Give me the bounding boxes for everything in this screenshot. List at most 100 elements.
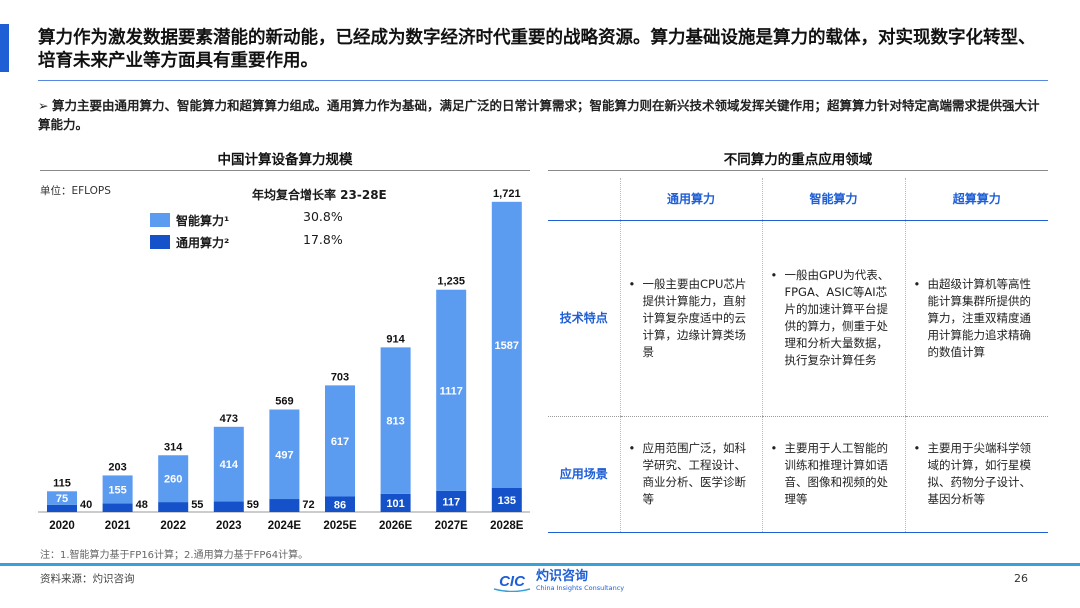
- header-accent-bar: [0, 24, 9, 72]
- cic-logo-icon: CIC: [493, 573, 531, 592]
- table-corner: [548, 178, 620, 221]
- cell-tech-intelligent: 一般由GPU为代表、FPGA、ASIC等AI芯片的加速计算平台提供的算力，侧重于…: [761, 220, 905, 417]
- bar-intelligent: [213, 426, 244, 502]
- cagr-intelligent: 30.8%: [303, 209, 343, 224]
- x-tick-label: 2028E: [490, 520, 524, 532]
- total-label: 473: [220, 413, 238, 425]
- cell-text: 主要用于尖端科学领域的计算，如行星模拟、药物分子设计、基因分析等: [912, 440, 1043, 508]
- row-header-tech-features: 技术特点: [548, 220, 620, 417]
- value-label-intelligent: 497: [275, 449, 293, 461]
- stacked-bar-chart: 115 40 75 2020 203 48 155 2021 314 55 260 2022 473 59…: [38, 188, 530, 532]
- bar-general: [491, 487, 522, 512]
- value-label-intelligent: 1117: [440, 385, 463, 397]
- bar-general: [269, 499, 300, 512]
- page-number: 26: [1014, 572, 1028, 585]
- page-title: 算力作为激发数据要素潜能的新动能，已经成为数字经济时代重要的战略资源。算力基础设…: [38, 28, 1036, 71]
- total-label: 115: [53, 477, 71, 489]
- bar-intelligent: [269, 409, 300, 500]
- x-tick-label: 2023: [216, 520, 242, 532]
- table-title-divider: [548, 170, 1048, 171]
- bar-intelligent: [491, 201, 522, 488]
- table-row-tech-features: 技术特点 一般主要由CPU芯片提供计算能力，直射计算复杂度适中的云计算，边缘计算…: [548, 220, 1048, 417]
- total-label: 569: [275, 396, 293, 408]
- value-label-intelligent: 1587: [495, 340, 519, 352]
- source-note: 资料来源：灼识咨询: [40, 573, 135, 585]
- value-label-intelligent: 414: [220, 459, 239, 471]
- cell-app-intelligent: 主要用于人工智能的训练和推理计算如语音、图像和视频的处理等: [761, 416, 905, 532]
- value-label-intelligent: 617: [331, 436, 349, 448]
- bar-intelligent: [380, 347, 411, 494]
- header-divider: [38, 80, 1048, 81]
- cell-text: 主要用于人工智能的训练和推理计算如语音、图像和视频的处理等: [769, 440, 899, 508]
- bar-intelligent: [47, 491, 77, 505]
- summary-bullet: ➢ 算力主要由通用算力、智能算力和超算算力组成。通用算力作为基础，满足广泛的日常计…: [38, 96, 1048, 134]
- bar-intelligent: [158, 455, 189, 503]
- arrow-bullet-icon: ➢: [38, 98, 49, 113]
- bar-intelligent: [102, 475, 133, 504]
- svg-text:CIC: CIC: [499, 573, 526, 590]
- footer-divider: [0, 563, 1080, 566]
- total-label: 914: [386, 333, 405, 345]
- bar-general: [436, 490, 467, 512]
- summary-text: 算力主要由通用算力、智能算力和超算算力组成。通用算力作为基础，满足广泛的日常计算…: [38, 98, 1040, 132]
- chart-title: 中国计算设备算力规模: [217, 152, 353, 168]
- logo-text-en: China Insights Consultancy: [536, 584, 625, 592]
- cell-text: 一般由GPU为代表、FPGA、ASIC等AI芯片的加速计算平台提供的算力，侧重于…: [769, 267, 899, 369]
- unit-label: 单位：EFLOPS: [40, 185, 111, 197]
- bar-general: [380, 493, 411, 512]
- column-header-supercomputing: 超算算力: [904, 178, 1048, 221]
- table-row-applications: 应用场景 应用范围广泛，如科学研究、工程设计、商业分析、医学诊断等 主要用于人工…: [548, 416, 1048, 532]
- legend-label-general: 通用算力²: [176, 235, 230, 250]
- logo-text-cn: 灼识咨询: [536, 569, 589, 584]
- value-label-general: 48: [136, 499, 148, 511]
- bar-general: [213, 501, 244, 512]
- cell-app-general: 应用范围广泛，如科学研究、工程设计、商业分析、医学诊断等: [619, 416, 762, 532]
- bar-general: [158, 502, 189, 512]
- legend-swatch-general: [150, 235, 170, 249]
- value-label-general: 55: [191, 499, 203, 511]
- cell-text: 一般主要由CPU芯片提供计算能力，直射计算复杂度适中的云计算，边缘计算类场景: [627, 276, 756, 361]
- x-tick-label: 2021: [105, 520, 131, 532]
- column-header-intelligent: 智能算力: [761, 178, 905, 221]
- cagr-general: 17.8%: [303, 232, 343, 247]
- total-label: 1,721: [493, 188, 521, 200]
- cell-tech-general: 一般主要由CPU芯片提供计算能力，直射计算复杂度适中的云计算，边缘计算类场景: [619, 220, 762, 417]
- column-header-general: 通用算力: [619, 178, 762, 221]
- bar-general: [102, 503, 133, 512]
- x-tick-label: 2025E: [323, 520, 357, 532]
- bar-general: [325, 496, 355, 512]
- application-table: 通用算力 智能算力 超算算力 技术特点 一般主要由CPU芯片提供计算能力，直射计…: [548, 178, 1048, 532]
- value-label-general: 40: [80, 499, 92, 511]
- legend-item-general: 通用算力²: [150, 231, 252, 253]
- value-label-general: 117: [442, 496, 460, 508]
- value-label-general: 135: [498, 495, 516, 507]
- cell-tech-supercomputing: 由超级计算机等高性能计算集群所提供的算力，注重双精度通用计算能力追求精确的数值计…: [904, 220, 1048, 417]
- value-label-general: 59: [247, 499, 259, 511]
- cell-text: 由超级计算机等高性能计算集群所提供的算力，注重双精度通用计算能力追求精确的数值计…: [912, 276, 1043, 361]
- total-label: 203: [108, 461, 126, 473]
- value-label-intelligent: 260: [164, 474, 182, 486]
- x-tick-label: 2027E: [435, 520, 469, 532]
- value-label-general: 101: [386, 498, 404, 510]
- value-label-general: 72: [302, 499, 314, 511]
- table-title: 不同算力的重点应用领域: [723, 152, 873, 168]
- x-tick-label: 2026E: [379, 520, 413, 532]
- cell-text: 应用范围广泛，如科学研究、工程设计、商业分析、医学诊断等: [627, 440, 756, 508]
- total-label: 1,235: [437, 276, 465, 288]
- legend-swatch-intelligent: [150, 213, 170, 227]
- chart-legend: 智能算力¹ 通用算力²: [150, 209, 252, 253]
- bar-intelligent: [325, 385, 355, 497]
- table-header-row: 通用算力 智能算力 超算算力: [548, 178, 1048, 221]
- value-label-intelligent: 813: [386, 416, 404, 428]
- value-label-intelligent: 155: [108, 484, 126, 496]
- cagr-title: 年均复合增长率 23-28E: [252, 188, 387, 202]
- bar-general: [47, 504, 77, 512]
- x-tick-label: 2024E: [268, 520, 302, 532]
- total-label: 314: [164, 441, 183, 453]
- legend-item-intelligent: 智能算力¹: [150, 209, 252, 231]
- cell-app-supercomputing: 主要用于尖端科学领域的计算，如行星模拟、药物分子设计、基因分析等: [904, 416, 1048, 532]
- footnote: 注：1.智能算力基于FP16计算；2.通用算力基于FP64计算。: [40, 550, 309, 561]
- x-tick-label: 2022: [160, 520, 186, 532]
- value-label-general: 86: [334, 499, 346, 511]
- company-logo: CIC 灼识咨询 China Insights Consultancy: [492, 570, 624, 592]
